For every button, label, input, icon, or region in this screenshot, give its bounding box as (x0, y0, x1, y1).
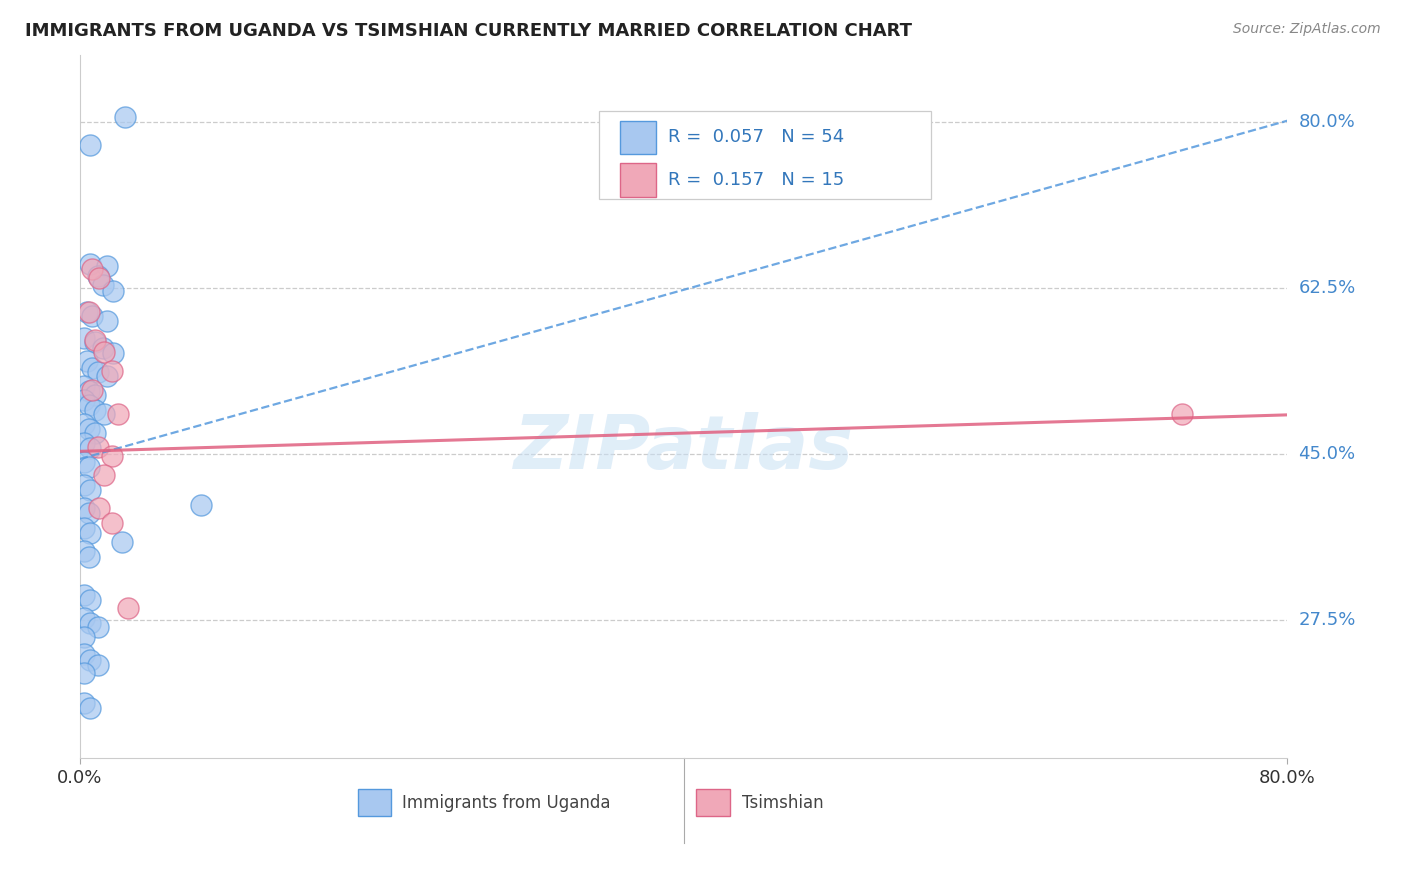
Point (77, 459, 100, 474)
Point (87, 620, 110, 634)
Point (87, 658, 110, 673)
Point (77, 304, 100, 318)
Point (73, 392, 96, 407)
Point (77, 384, 100, 398)
Point (73, 665, 96, 680)
Point (77, 549, 100, 564)
Point (93, 407, 115, 421)
Point (84, 426, 107, 441)
Point (77, 421, 100, 435)
Point (117, 601, 139, 615)
Point (84, 334, 107, 349)
Point (114, 110, 136, 124)
Point (89, 271, 111, 285)
Point (107, 407, 129, 421)
Text: Source: ZipAtlas.com: Source: ZipAtlas.com (1233, 22, 1381, 37)
Point (96, 314, 118, 328)
Point (77, 398, 100, 412)
Point (73, 331, 96, 345)
Text: IMMIGRANTS FROM UGANDA VS TSIMSHIAN CURRENTLY MARRIED CORRELATION CHART: IMMIGRANTS FROM UGANDA VS TSIMSHIAN CURR… (25, 22, 912, 40)
Point (87, 440, 110, 454)
Text: 45.0%: 45.0% (1299, 445, 1355, 463)
FancyBboxPatch shape (599, 112, 931, 199)
Point (111, 534, 134, 549)
Point (79, 701, 101, 715)
Point (73, 435, 96, 450)
Point (80, 383, 103, 397)
Text: R =  0.057   N = 54: R = 0.057 N = 54 (668, 128, 844, 146)
Text: 80.0%: 80.0% (1299, 112, 1355, 130)
Point (1170, 407, 1192, 421)
Point (89, 501, 111, 516)
Point (73, 610, 96, 624)
Text: 27.5%: 27.5% (1299, 612, 1355, 630)
Text: ZIPatlas: ZIPatlas (513, 412, 853, 485)
Point (73, 477, 96, 491)
Point (84, 388, 107, 402)
Point (80, 261, 103, 276)
Point (79, 653, 101, 667)
FancyBboxPatch shape (620, 163, 655, 197)
Point (79, 441, 101, 455)
Point (73, 521, 96, 535)
Point (79, 616, 101, 631)
Point (73, 417, 96, 431)
FancyBboxPatch shape (620, 120, 655, 154)
Point (73, 588, 96, 602)
Point (87, 365, 110, 379)
Point (100, 449, 122, 463)
Point (79, 138, 101, 153)
Point (84, 333, 107, 347)
Point (76, 304, 98, 318)
Point (93, 344, 115, 359)
Point (73, 501, 96, 516)
Point (91, 341, 114, 355)
Point (101, 346, 124, 360)
Point (80, 310, 103, 324)
Point (76, 354, 98, 368)
Point (190, 498, 212, 512)
Point (84, 402, 107, 417)
Point (73, 455, 96, 469)
Point (96, 259, 118, 273)
Point (79, 592, 101, 607)
Text: Tsimshian: Tsimshian (741, 794, 823, 812)
Point (87, 268, 110, 283)
Point (79, 257, 101, 271)
Point (79, 526, 101, 541)
Point (73, 647, 96, 661)
Point (100, 516, 122, 530)
Point (80, 360, 103, 375)
FancyBboxPatch shape (696, 789, 730, 816)
Point (91, 278, 114, 293)
Point (73, 696, 96, 710)
Text: R =  0.157   N = 15: R = 0.157 N = 15 (668, 171, 844, 189)
Point (96, 369, 118, 384)
FancyBboxPatch shape (357, 789, 391, 816)
Point (100, 363, 122, 377)
Point (73, 378, 96, 392)
Point (79, 483, 101, 498)
Point (77, 506, 100, 520)
Text: Immigrants from Uganda: Immigrants from Uganda (402, 794, 610, 812)
Point (101, 284, 124, 298)
Point (93, 468, 115, 483)
Point (73, 630, 96, 644)
Text: 62.5%: 62.5% (1299, 279, 1355, 297)
Point (73, 544, 96, 558)
